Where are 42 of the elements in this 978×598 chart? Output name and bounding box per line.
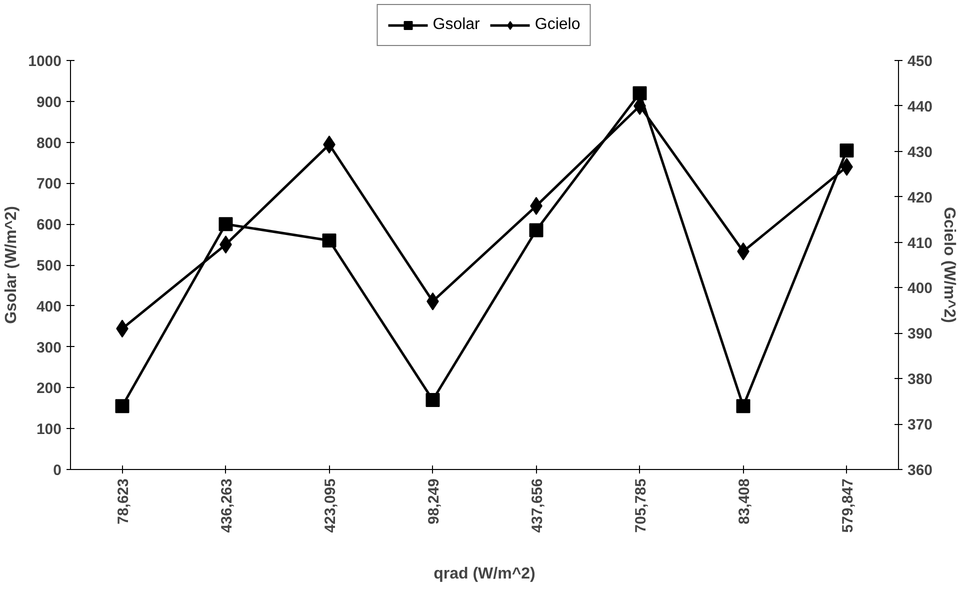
y2-axis-title: Gcielo (W/m^2): [940, 206, 958, 324]
y-tick-label: 600: [36, 216, 62, 234]
y2-tick-label: 390: [908, 326, 933, 343]
y-tick-label: 100: [36, 421, 62, 438]
legend-label: Gsolar: [432, 16, 480, 34]
y-tick-label: 900: [36, 94, 62, 111]
y2-tick-label: 410: [908, 234, 933, 252]
point: [632, 86, 647, 100]
x-tick-label: 98,249: [425, 478, 442, 524]
x-tick-label: 78,623: [114, 478, 132, 524]
y-tick-label: 0: [53, 462, 62, 479]
legend-label: Gcielo: [534, 16, 580, 34]
y-tick-label: 800: [36, 134, 62, 152]
x-tick-label: 423,095: [322, 478, 339, 533]
point: [840, 143, 854, 158]
x-tick-label: 705,785: [632, 478, 650, 533]
y-tick-label: 400: [36, 298, 62, 316]
y2-tick-label: 430: [908, 144, 933, 161]
y2-tick-label: 370: [908, 416, 933, 434]
x-axis-title: qrad (W/m^2): [434, 566, 536, 583]
y-tick-label: 1000: [28, 53, 62, 70]
point: [115, 399, 130, 414]
y2-tick-label: 420: [908, 189, 933, 206]
y2-tick-label: 450: [908, 53, 933, 70]
y2-tick-label: 360: [908, 462, 933, 479]
point: [218, 217, 233, 232]
x-tick-label: 437,656: [528, 478, 546, 533]
y-tick-label: 300: [36, 339, 62, 356]
point: [322, 233, 336, 248]
y-tick-label: 500: [36, 258, 62, 274]
y-axis-title: Gsolar (W/m^2): [3, 206, 20, 324]
y-tick-label: 700: [36, 176, 62, 193]
point: [736, 399, 750, 414]
y2-tick-label: 440: [908, 98, 933, 116]
y2-tick-label: 400: [908, 280, 933, 298]
x-tick-label: 83,408: [736, 478, 753, 524]
point: [426, 392, 440, 407]
point: [529, 223, 544, 238]
y-tick-label: 200: [36, 380, 62, 398]
x-tick-label: 436,263: [218, 478, 236, 533]
x-tick-label: 579,847: [839, 478, 856, 533]
y2-tick-label: 380: [908, 371, 933, 388]
